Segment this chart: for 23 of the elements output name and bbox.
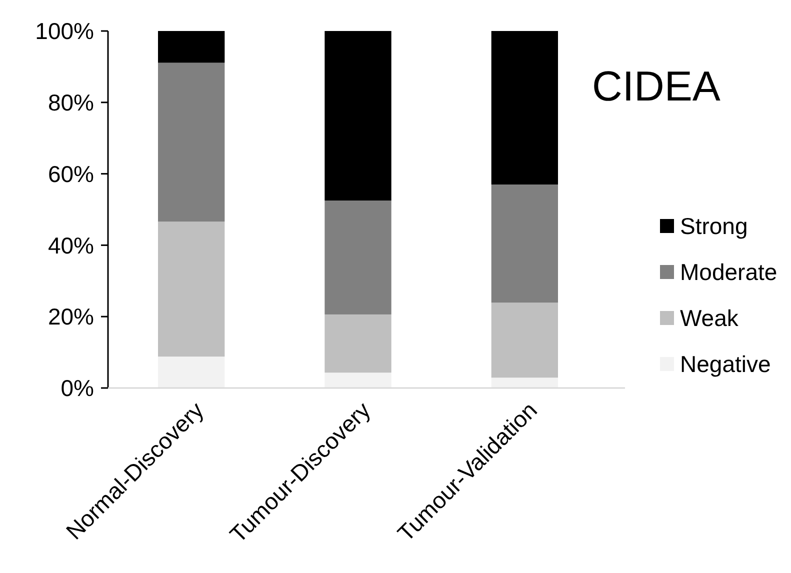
bar bbox=[324, 31, 392, 201]
y-tick-label: 60% bbox=[48, 160, 94, 187]
bar bbox=[324, 314, 392, 373]
legend-label: Weak bbox=[680, 305, 739, 332]
bar bbox=[158, 31, 225, 63]
y-tick-label: 40% bbox=[48, 232, 94, 258]
bar bbox=[324, 200, 392, 314]
legend-label: Moderate bbox=[680, 259, 778, 286]
y-tick-label: 100% bbox=[35, 18, 94, 44]
bar bbox=[158, 222, 225, 357]
y-tick-label: 20% bbox=[48, 304, 94, 330]
bar bbox=[324, 372, 392, 388]
bar bbox=[491, 378, 558, 388]
y-tick-label: 80% bbox=[48, 89, 94, 116]
legend-label: Negative bbox=[680, 351, 771, 378]
text: CIDEA bbox=[592, 62, 720, 110]
bar bbox=[158, 356, 225, 388]
y-tick-label: 0% bbox=[60, 375, 94, 402]
bar bbox=[491, 31, 558, 185]
legend-label: Strong bbox=[680, 213, 748, 240]
bar bbox=[491, 302, 558, 378]
bar bbox=[491, 184, 558, 303]
bar bbox=[158, 62, 225, 222]
